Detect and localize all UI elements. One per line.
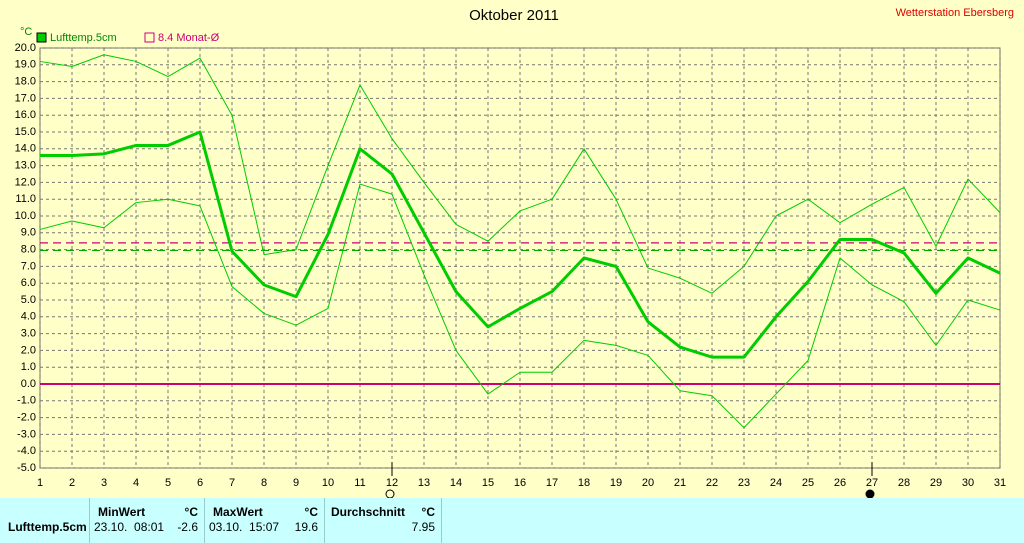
- y-tick-label: 14.0: [15, 143, 36, 155]
- y-tick-label: 15.0: [15, 126, 36, 138]
- x-tick-label: 5: [165, 477, 171, 489]
- stats-table: Lufttemp.5cm MinWert °C 23.10. 08:01 -2.…: [0, 498, 1024, 543]
- col: MaxWert °C 03.10. 15:07 19.6: [205, 498, 325, 543]
- station: Wetterstation Ebersberg: [896, 7, 1014, 19]
- y-tick-label: 13.0: [15, 160, 36, 172]
- y-tick-label: -2.0: [17, 412, 36, 424]
- moon-icon: [385, 489, 395, 498]
- x-tick-label: 8: [261, 477, 267, 489]
- x-tick-label: 25: [802, 477, 814, 489]
- x-tick-label: 30: [962, 477, 974, 489]
- legend-label: Lufttemp.5cm: [50, 32, 117, 44]
- x-tick-label: 3: [101, 477, 107, 489]
- chart: Oktober 2011 Wetterstation Ebersberg °C …: [15, 7, 1014, 498]
- y-tick-label: 20.0: [15, 42, 36, 54]
- y-tick-label: -3.0: [17, 428, 36, 440]
- x-tick-label: 9: [293, 477, 299, 489]
- legend-swatch: [36, 32, 47, 43]
- x-tick-label: 17: [546, 477, 558, 489]
- y-tick-label: 16.0: [15, 109, 36, 121]
- x-tick-label: 26: [834, 477, 846, 489]
- cell: 03.10. 15:07: [209, 520, 280, 534]
- y-unit: °C: [20, 26, 32, 38]
- x-tick-label: 7: [229, 477, 235, 489]
- x-tick-label: 10: [322, 477, 334, 489]
- y-tick-label: 3.0: [21, 328, 36, 340]
- x-tick-label: 16: [514, 477, 526, 489]
- header: MinWert: [98, 505, 146, 519]
- x-tick-label: 22: [706, 477, 718, 489]
- y-tick-label: 12.0: [15, 176, 36, 188]
- x-tick-label: 14: [450, 477, 462, 489]
- x-tick-label: 11: [354, 477, 365, 489]
- series-line: [39, 183, 1001, 429]
- x-tick-label: 21: [674, 477, 686, 489]
- chart-title: Oktober 2011: [469, 7, 559, 24]
- y-tick-label: 17.0: [15, 92, 36, 104]
- y-tick-label: -5.0: [17, 462, 36, 474]
- series-line: [39, 54, 1001, 294]
- col: Lufttemp.5cm: [0, 498, 90, 543]
- header: °C: [421, 505, 435, 519]
- x-tick-label: 31: [994, 477, 1006, 489]
- y-tick-label: 0.0: [21, 378, 36, 390]
- y-tick-label: -4.0: [17, 445, 36, 457]
- y-tick-label: 6.0: [21, 277, 36, 289]
- legend-label: 8.4 Monat-Ø: [158, 32, 220, 44]
- x-tick-label: 20: [642, 477, 654, 489]
- x-tick-label: 19: [610, 477, 622, 489]
- x-tick-label: 18: [578, 477, 590, 489]
- cell: 19.6: [294, 520, 318, 534]
- x-tick-label: 23: [738, 477, 750, 489]
- x-tick-label: 15: [482, 477, 494, 489]
- header: Durchschnitt: [331, 505, 406, 519]
- y-tick-label: 5.0: [21, 294, 36, 306]
- y-tick-label: 8.0: [21, 244, 36, 256]
- header: °C: [184, 505, 198, 519]
- moon-icon: [865, 489, 875, 498]
- y-tick-label: 19.0: [15, 59, 36, 71]
- legend-swatch: [144, 32, 155, 43]
- y-tick-label: 9.0: [21, 227, 36, 239]
- x-tick-label: 12: [386, 477, 398, 489]
- x-tick-label: 27: [866, 477, 878, 489]
- header: MaxWert: [213, 505, 263, 519]
- y-tick-label: 18.0: [15, 76, 36, 88]
- series-line: [40, 130, 1001, 359]
- row-label: Lufttemp.5cm: [8, 520, 87, 534]
- cell: 7.95: [411, 520, 435, 534]
- cell: -2.6: [177, 520, 198, 534]
- x-tick-label: 24: [770, 477, 782, 489]
- header: °C: [304, 505, 318, 519]
- x-tick-label: 6: [197, 477, 203, 489]
- x-tick-label: 29: [930, 477, 942, 489]
- col: Durchschnitt °C 7.95: [325, 498, 442, 543]
- y-tick-label: 1.0: [21, 361, 36, 373]
- x-tick-label: 13: [418, 477, 430, 489]
- cell: 23.10. 08:01: [94, 520, 165, 534]
- y-tick-label: 7.0: [21, 260, 36, 272]
- y-tick-label: 10.0: [15, 210, 36, 222]
- x-tick-label: 4: [133, 477, 139, 489]
- y-tick-label: 2.0: [21, 344, 36, 356]
- y-tick-label: 4.0: [21, 311, 36, 323]
- x-tick-label: 28: [898, 477, 910, 489]
- y-tick-label: 11.0: [15, 193, 36, 205]
- col: MinWert °C 23.10. 08:01 -2.6: [90, 498, 205, 543]
- x-tick-label: 1: [37, 477, 43, 489]
- y-tick-label: -1.0: [17, 395, 36, 407]
- x-tick-label: 2: [69, 477, 75, 489]
